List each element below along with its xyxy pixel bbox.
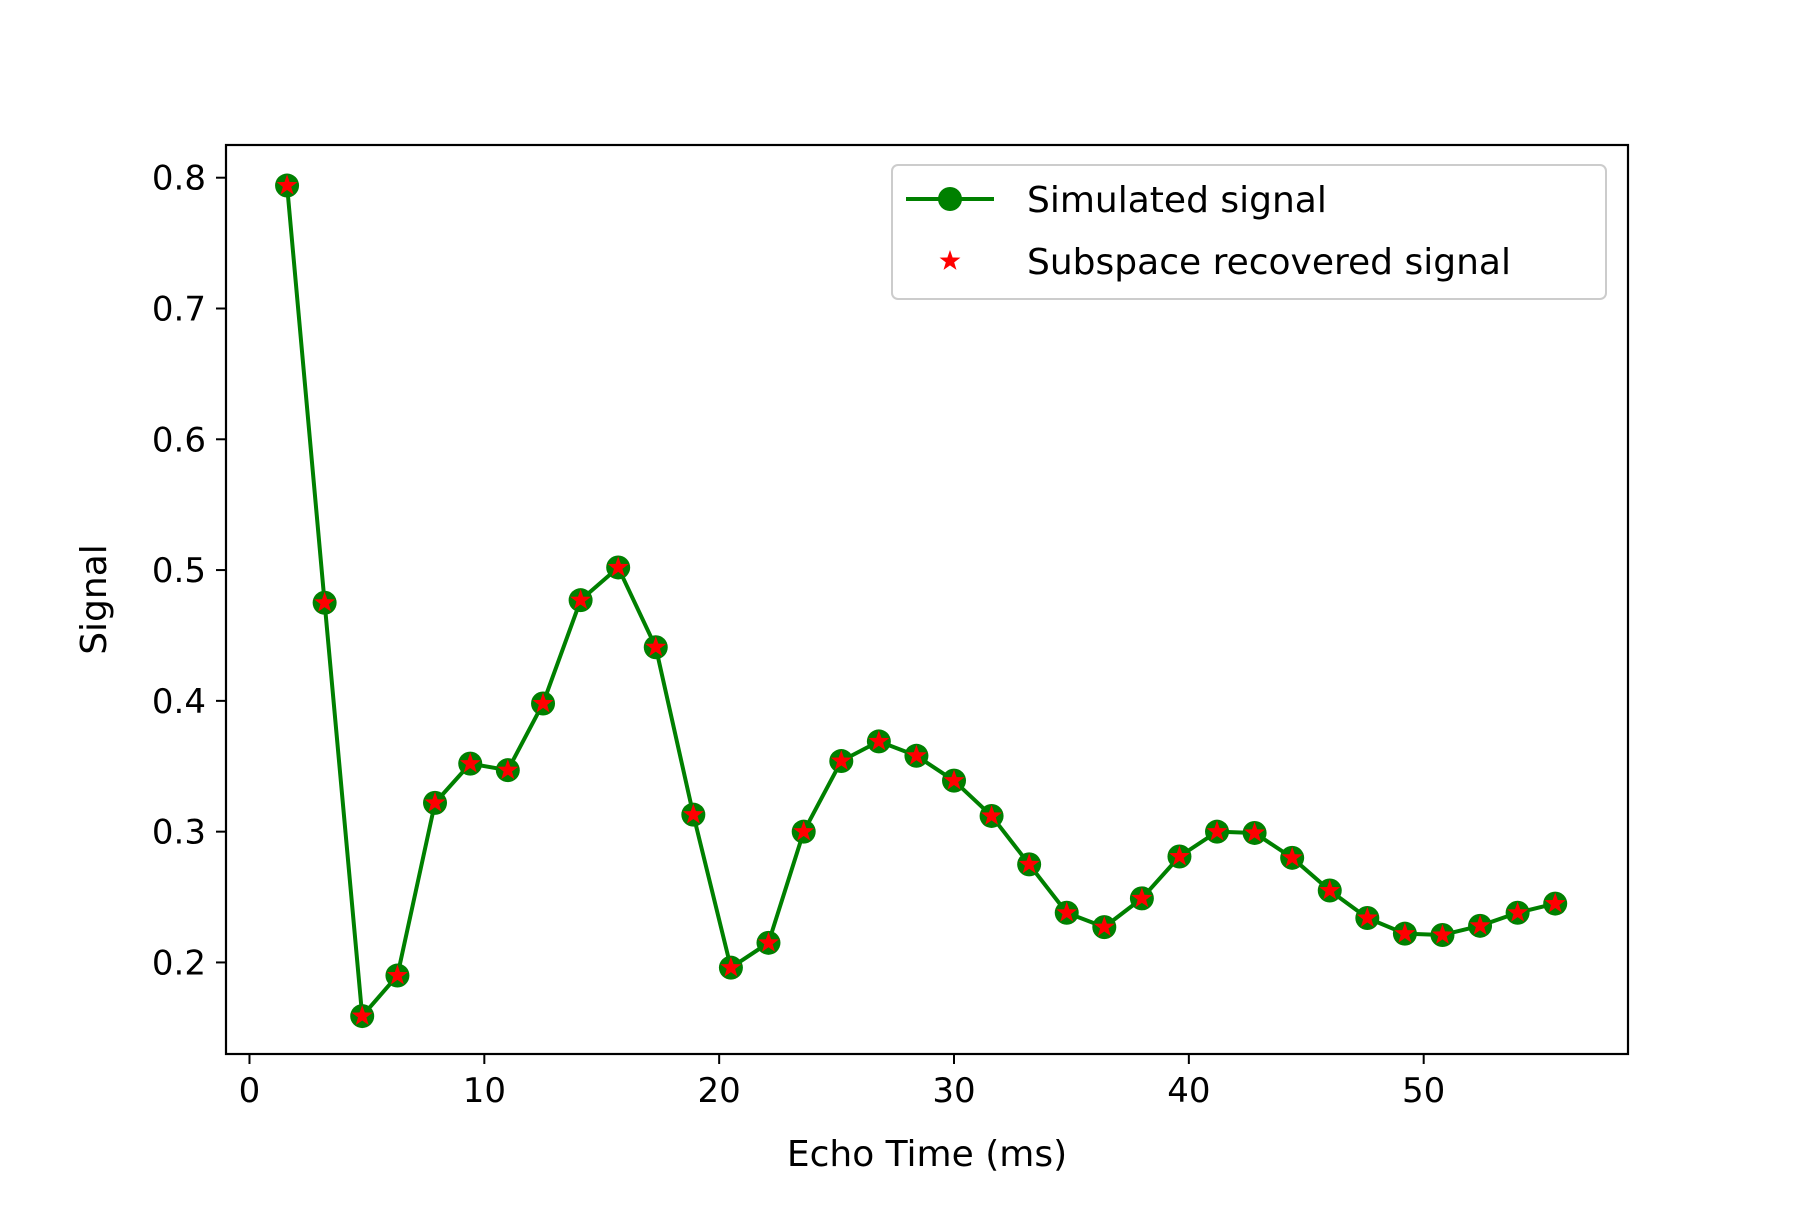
point-recovered <box>645 636 667 657</box>
legend-marker-simulated <box>938 187 962 211</box>
point-recovered <box>314 591 336 612</box>
point-recovered <box>1356 906 1378 927</box>
y-tick-label: 0.2 <box>152 943 206 983</box>
point-recovered <box>981 804 1003 825</box>
point-recovered <box>682 803 704 824</box>
point-recovered <box>1244 821 1266 842</box>
point-recovered <box>1131 887 1153 908</box>
x-axis-ticks: 0 10 20 30 40 50 <box>239 1054 1445 1111</box>
point-recovered <box>1319 879 1341 900</box>
axes-frame <box>224 143 1630 1056</box>
point-recovered <box>758 931 779 952</box>
point-recovered <box>793 820 815 841</box>
legend-label-simulated: Simulated signal <box>1027 180 1327 221</box>
y-tick-label: 0.4 <box>152 682 206 722</box>
point-recovered <box>720 956 742 977</box>
x-tick-label: 40 <box>1167 1071 1210 1111</box>
point-recovered <box>607 556 629 577</box>
point-recovered <box>1093 916 1115 937</box>
point-recovered <box>459 752 481 773</box>
point-recovered <box>386 964 408 985</box>
plot-area <box>275 173 1568 1029</box>
point-recovered <box>1206 820 1228 841</box>
x-tick-label: 10 <box>463 1071 506 1111</box>
legend-box <box>891 164 1607 300</box>
point-recovered <box>1281 846 1303 867</box>
point-recovered <box>1394 922 1416 943</box>
x-tick-label: 20 <box>698 1071 741 1111</box>
point-recovered <box>497 759 519 780</box>
x-tick-label: 30 <box>932 1071 975 1111</box>
y-tick-label: 0.5 <box>152 551 206 591</box>
point-recovered <box>1469 914 1491 935</box>
y-tick-label: 0.6 <box>152 420 206 460</box>
legend: Simulated signal Subspace recovered sign… <box>891 164 1607 300</box>
point-recovered <box>868 730 890 751</box>
y-tick-label: 0.7 <box>152 289 206 329</box>
point-recovered <box>351 1005 373 1025</box>
point-recovered <box>570 589 592 610</box>
y-axis-label: Signal <box>74 544 115 655</box>
y-tick-label: 0.8 <box>152 159 206 199</box>
x-tick-label: 0 <box>239 1071 261 1111</box>
point-recovered <box>830 750 852 770</box>
point-recovered <box>1056 901 1078 922</box>
point-recovered <box>943 769 965 790</box>
point-recovered <box>1018 853 1040 874</box>
point-recovered <box>1544 892 1566 913</box>
legend-label-recovered: Subspace recovered signal <box>1027 242 1511 283</box>
point-recovered <box>905 744 927 765</box>
y-axis-ticks: 0.2 0.3 0.4 0.5 0.6 0.7 0.8 <box>152 159 226 983</box>
legend-marker-recovered <box>939 250 961 270</box>
point-recovered <box>532 692 554 713</box>
point-recovered <box>1432 923 1453 944</box>
x-tick-label: 50 <box>1402 1071 1445 1111</box>
x-axis-label: Echo Time (ms) <box>787 1134 1067 1175</box>
point-recovered <box>1168 845 1190 866</box>
point-recovered <box>276 174 298 195</box>
y-tick-label: 0.3 <box>152 813 206 853</box>
point-recovered <box>1507 901 1529 922</box>
point-recovered <box>424 791 446 812</box>
